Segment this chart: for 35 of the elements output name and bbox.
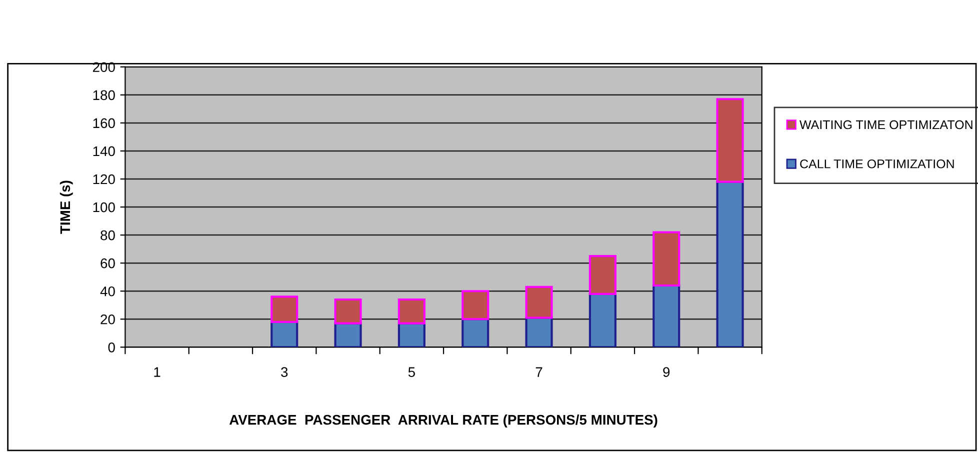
bar bbox=[398, 322, 426, 348]
x-tick-label: 3 bbox=[281, 367, 288, 377]
y-tick-label: 160 bbox=[93, 118, 115, 128]
x-axis-title: AVERAGE PASSENGER ARRIVAL RATE (PERSONS/5 MINUTES) bbox=[229, 414, 658, 428]
bar bbox=[652, 284, 680, 348]
y-tick-label: 20 bbox=[100, 314, 115, 324]
y-tick-label: 120 bbox=[93, 174, 115, 184]
bar bbox=[716, 98, 744, 183]
x-tick-label: 9 bbox=[663, 367, 670, 377]
bar bbox=[398, 298, 426, 324]
y-tick-label: 0 bbox=[108, 342, 115, 352]
bar bbox=[588, 255, 616, 295]
x-tick-label: 5 bbox=[408, 367, 415, 377]
bar bbox=[334, 322, 362, 348]
bar bbox=[270, 320, 298, 348]
bar bbox=[334, 298, 362, 324]
y-axis-title: TIME (s) bbox=[60, 180, 73, 234]
bar bbox=[588, 292, 616, 348]
bar bbox=[652, 231, 680, 287]
bar bbox=[462, 290, 490, 320]
bar bbox=[716, 180, 744, 348]
x-tick-label: 7 bbox=[536, 367, 542, 377]
y-tick-label: 100 bbox=[93, 202, 115, 212]
y-tick-label: 40 bbox=[100, 286, 115, 296]
x-tick-label: 1 bbox=[154, 367, 160, 377]
legend-label: CALL TIME OPTIMIZATION bbox=[800, 159, 954, 168]
y-tick-label: 80 bbox=[100, 230, 115, 240]
bar bbox=[462, 318, 490, 348]
bar bbox=[270, 296, 298, 323]
bar bbox=[525, 286, 553, 319]
legend-label: WAITING TIME OPTIMIZATON bbox=[800, 120, 972, 130]
y-tick-label: 140 bbox=[93, 146, 115, 156]
bar bbox=[525, 316, 553, 348]
y-tick-label: 180 bbox=[93, 90, 115, 100]
y-tick-label: 60 bbox=[100, 258, 115, 268]
